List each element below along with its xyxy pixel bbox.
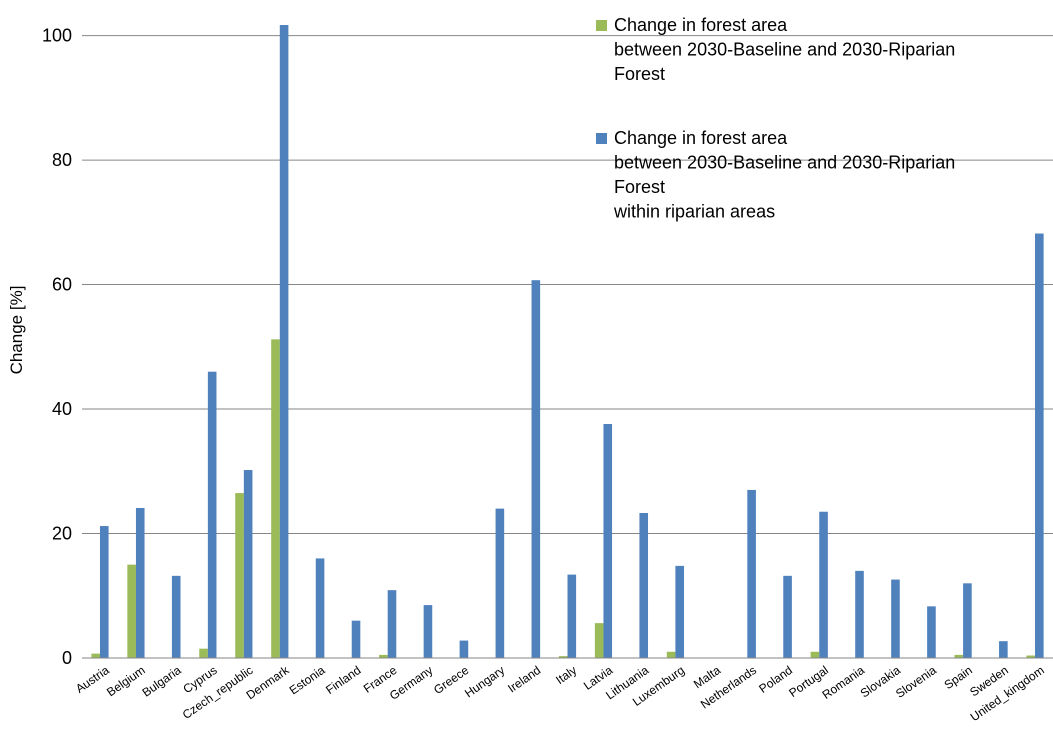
bar-forest-area-luxemburg bbox=[666, 651, 676, 658]
bar-forest-area-france bbox=[379, 654, 388, 658]
legend-text-line: between 2030-Baseline and 2030-Riparian bbox=[614, 153, 955, 173]
legend-text-line: Change in forest area bbox=[614, 15, 788, 35]
y-tick-label: 20 bbox=[52, 524, 72, 544]
bar-riparian-area-austria bbox=[99, 526, 109, 658]
bar-riparian-area-czech_republic bbox=[243, 470, 253, 658]
bar-forest-area-denmark bbox=[271, 339, 280, 658]
x-tick-label: Belgium bbox=[104, 663, 148, 699]
bar-riparian-area-netherlands bbox=[747, 489, 756, 658]
x-tick-label: Slovenia bbox=[893, 663, 939, 701]
legend-text-line: Forest bbox=[614, 64, 665, 84]
bar-forest-area-cyprus bbox=[199, 648, 208, 658]
bar-riparian-area-bulgaria bbox=[171, 575, 181, 658]
bar-riparian-area-finland bbox=[351, 620, 361, 658]
legend-text-line: within riparian areas bbox=[613, 202, 775, 222]
y-axis-label: Change [%] bbox=[7, 286, 26, 375]
bar-riparian-area-italy bbox=[567, 574, 577, 658]
bar-forest-area-belgium bbox=[127, 564, 136, 658]
bar-riparian-area-germany bbox=[423, 605, 433, 658]
bar-riparian-area-hungary bbox=[495, 508, 505, 658]
legend-swatch bbox=[596, 20, 607, 31]
legend-text-line: Change in forest area bbox=[614, 128, 788, 148]
bar-riparian-area-lithuania bbox=[639, 512, 649, 658]
bar-forest-area-italy bbox=[558, 656, 568, 658]
bar-forest-area-latvia bbox=[594, 623, 604, 658]
bar-riparian-area-belgium bbox=[135, 508, 145, 658]
bar-riparian-area-latvia bbox=[603, 423, 613, 658]
bars bbox=[91, 25, 1044, 658]
y-tick-label: 60 bbox=[52, 275, 72, 295]
bar-riparian-area-cyprus bbox=[207, 371, 217, 658]
bar-forest-area-portugal bbox=[810, 651, 820, 658]
bar-forest-area-czech_republic bbox=[235, 493, 244, 658]
bar-riparian-area-denmark bbox=[279, 25, 289, 658]
y-tick-label: 0 bbox=[62, 648, 72, 668]
legend-text-line: between 2030-Baseline and 2030-Riparian bbox=[614, 40, 955, 60]
gridlines bbox=[82, 35, 1053, 535]
bar-forest-area-united_kingdom bbox=[1026, 655, 1036, 658]
x-tick-label: Italy bbox=[553, 663, 579, 687]
bar-riparian-area-ireland bbox=[531, 280, 541, 658]
bar-riparian-area-france bbox=[387, 590, 397, 658]
x-tick-label: Finland bbox=[323, 663, 363, 697]
bar-riparian-area-luxemburg bbox=[675, 565, 684, 658]
legend: Change in forest area between 2030-Baseli… bbox=[596, 15, 955, 222]
x-tick-label: Ireland bbox=[505, 663, 543, 696]
legend-text-line: Forest bbox=[614, 177, 665, 197]
bar-riparian-area-poland bbox=[783, 575, 792, 658]
y-tick-label: 100 bbox=[42, 26, 72, 46]
bar-riparian-area-romania bbox=[855, 570, 864, 658]
y-axis-ticks: 0 20 40 60 80 100 bbox=[42, 26, 72, 668]
x-tick-label: Estonia bbox=[287, 663, 328, 698]
y-tick-label: 40 bbox=[52, 399, 72, 419]
bar-riparian-area-portugal bbox=[819, 511, 828, 658]
x-tick-label: Hungary bbox=[462, 663, 507, 700]
y-tick-label: 80 bbox=[52, 150, 72, 170]
x-axis-ticks: AustriaBelgiumBulgariaCyprusCzech_republ… bbox=[73, 662, 1047, 724]
x-tick-label: Bulgaria bbox=[140, 663, 184, 700]
bar-riparian-area-sweden bbox=[999, 641, 1008, 658]
bar-riparian-area-estonia bbox=[315, 558, 325, 658]
bar-forest-area-spain bbox=[954, 654, 964, 658]
bar-riparian-area-slovenia bbox=[927, 606, 936, 658]
legend-swatch bbox=[596, 133, 607, 144]
bar-riparian-area-united_kingdom bbox=[1035, 233, 1044, 658]
bar-riparian-area-greece bbox=[459, 640, 469, 658]
bar-riparian-area-slovakia bbox=[891, 579, 900, 658]
bar-riparian-area-spain bbox=[963, 583, 972, 658]
bar-forest-area-austria bbox=[91, 653, 100, 658]
